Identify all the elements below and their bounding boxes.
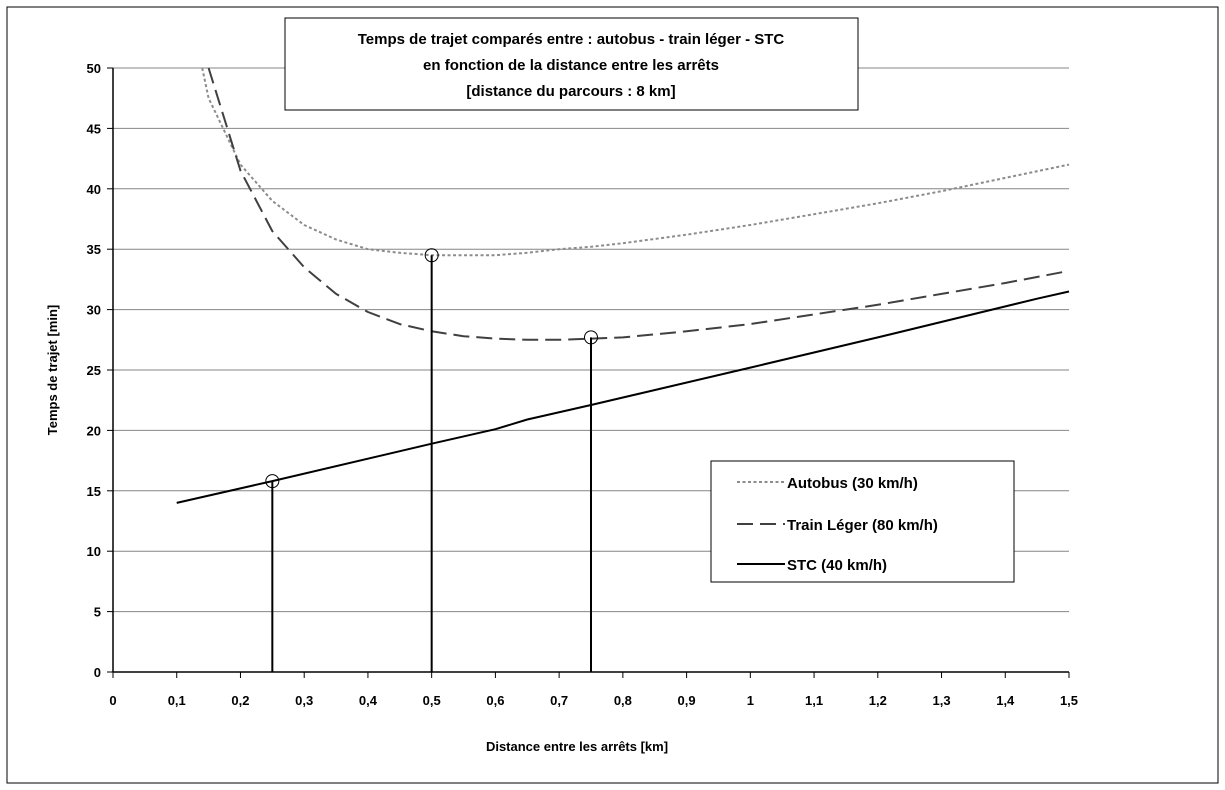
y-tick-label: 35: [87, 242, 101, 257]
point-marker: [424, 248, 439, 263]
data-series: [176, 67, 1070, 504]
x-tick-label: 1,5: [1060, 693, 1078, 708]
y-tick-label: 20: [87, 423, 101, 438]
x-tick-label: 0,5: [423, 693, 441, 708]
chart-frame: [6, 6, 1219, 784]
x-tick-label: 0,6: [486, 693, 504, 708]
chart-title-line-2: en fonction de la distance entre les arr…: [423, 57, 719, 74]
y-tick-label: 50: [87, 61, 101, 76]
legend-label-autobus: Autobus (30 km/h): [787, 475, 918, 492]
x-tick-label: 0,9: [678, 693, 696, 708]
series-line-stc: [176, 290, 1070, 504]
x-tick-label: 0,1: [168, 693, 186, 708]
point-marker: [265, 474, 280, 489]
y-tick-label: 45: [87, 121, 101, 136]
legend: Autobus (30 km/h) Train Léger (80 km/h) …: [710, 460, 1015, 583]
point-markers: [265, 248, 598, 489]
x-tick-label: 1,3: [932, 693, 950, 708]
legend-label-train-leger: Train Léger (80 km/h): [787, 517, 938, 534]
y-tick-label: 25: [87, 363, 101, 378]
x-tick-label: 0,8: [614, 693, 632, 708]
x-tick-label: 1: [747, 693, 754, 708]
y-tick-label: 15: [87, 484, 101, 499]
x-tick-label: 1,4: [996, 693, 1015, 708]
y-tick-label: 40: [87, 182, 101, 197]
x-tick-label: 0,7: [550, 693, 568, 708]
y-tick-label: 10: [87, 544, 101, 559]
x-axis-label: Distance entre les arrêts [km]: [486, 739, 668, 754]
x-tick-label: 0,3: [295, 693, 313, 708]
chart-title-box: Temps de trajet comparés entre : autobus…: [284, 17, 859, 111]
series-line-autobus: [201, 67, 1070, 257]
chart-title-line-1: Temps de trajet comparés entre : autobus…: [358, 31, 785, 48]
chart-title-line-3: [distance du parcours : 8 km]: [466, 83, 675, 100]
x-tick-label: 0,4: [359, 693, 378, 708]
x-tick-label: 1,2: [869, 693, 887, 708]
legend-label-stc: STC (40 km/h): [787, 557, 887, 574]
y-tick-label: 30: [87, 303, 101, 318]
y-tick-label: 0: [94, 665, 101, 680]
x-tick-label: 0: [109, 693, 116, 708]
x-tick-label: 0,2: [231, 693, 249, 708]
y-tick-label: 5: [94, 605, 101, 620]
y-axis-label: Temps de trajet [min]: [45, 305, 60, 436]
drop-lines: [271, 255, 592, 672]
point-marker: [584, 330, 598, 345]
x-tick-label: 1,1: [805, 693, 823, 708]
tick-labels: 0 5 10 15 20 25 30 35 40 45 50 0 0,1 0,2 0,3 0,4 0,5 0,6 0…: [87, 61, 1079, 708]
series-line-train-leger: [207, 67, 1070, 341]
